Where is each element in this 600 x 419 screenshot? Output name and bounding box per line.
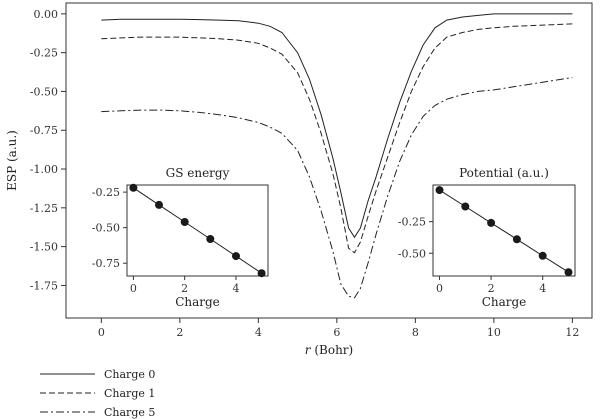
inset-x-tick-label: 4 xyxy=(232,282,239,295)
inset-y-tick-label: -0.25 xyxy=(92,186,120,199)
inset-x-tick-label: 0 xyxy=(436,282,443,295)
x-tick-label: 6 xyxy=(333,326,340,339)
y-tick-label: -1.25 xyxy=(30,202,58,215)
inset-title: Potential (a.u.) xyxy=(459,166,549,180)
x-axis-label: r (Bohr) xyxy=(305,343,353,357)
inset-y-tick-label: -0.50 xyxy=(92,222,120,235)
y-tick-label: -1.00 xyxy=(30,163,58,176)
inset-data-point xyxy=(206,235,215,243)
inset-data-point xyxy=(232,252,240,261)
inset-y-tick-label: -0.25 xyxy=(398,216,426,229)
inset-potential: Potential (a.u.) 0 2 4 -0.25 -0.50 Charge xyxy=(398,166,576,309)
inset-data-point xyxy=(180,218,189,226)
plot-frame xyxy=(65,2,593,319)
main-plot: 0 2 4 6 8 10 12 0.00 -0.25 -0.50 -0.75 -1.00 -1.25 -1… xyxy=(5,2,593,357)
x-tick-label: 8 xyxy=(412,326,419,339)
inset-data-point xyxy=(155,200,163,209)
y-tick-label: -0.75 xyxy=(30,124,58,137)
series-line-charge-0 xyxy=(101,13,573,239)
y-tick-label: -1.50 xyxy=(30,241,58,254)
inset-series-line xyxy=(133,187,262,274)
y-tick-label: -0.25 xyxy=(30,47,58,60)
x-tick-label: 0 xyxy=(98,326,105,339)
series-line-charge-1 xyxy=(101,23,573,254)
inset-data-point xyxy=(257,269,266,278)
x-tick-label: 4 xyxy=(255,326,262,339)
legend-label: Charge 1 xyxy=(104,387,155,400)
y-tick-label: -1.75 xyxy=(30,279,58,292)
x-axis-label-symbol: r xyxy=(305,343,312,357)
inset-x-tick-label: 4 xyxy=(539,282,546,295)
inset-x-axis-label: Charge xyxy=(482,295,527,309)
y-axis-label: ESP (a.u.) xyxy=(5,130,19,191)
y-tick-label: 0.00 xyxy=(34,8,59,21)
inset-title: GS energy xyxy=(166,166,230,180)
series-line-charge-5 xyxy=(101,77,573,299)
inset-data-point xyxy=(461,202,470,211)
inset-data-point xyxy=(435,186,444,195)
x-axis-label-unit: (Bohr) xyxy=(311,343,354,357)
inset-x-axis-label: Charge xyxy=(175,295,220,309)
inset-x-tick-label: 2 xyxy=(181,282,188,295)
inset-series-line xyxy=(439,189,569,273)
inset-y-tick-label: -0.50 xyxy=(398,247,426,260)
legend: Charge 0 Charge 1 Charge 5 xyxy=(40,368,155,419)
inset-data-point xyxy=(538,251,547,260)
inset-data-point xyxy=(564,268,573,277)
legend-label: Charge 0 xyxy=(104,368,155,381)
x-tick-label: 10 xyxy=(487,326,501,339)
y-tick-label: -0.50 xyxy=(30,85,58,98)
inset-data-point xyxy=(512,235,521,244)
inset-data-point xyxy=(129,183,138,192)
inset-y-tick-label: -0.75 xyxy=(92,257,120,270)
inset-gs-energy: GS energy 0 2 4 -0.25 -0.50 -0.75 Charge xyxy=(92,166,269,309)
inset-x-tick-label: 2 xyxy=(488,282,495,295)
inset-x-tick-label: 0 xyxy=(130,282,137,295)
legend-label: Charge 5 xyxy=(104,406,155,419)
x-tick-label: 12 xyxy=(565,326,579,339)
x-tick-label: 2 xyxy=(176,326,183,339)
inset-data-point xyxy=(487,218,496,227)
